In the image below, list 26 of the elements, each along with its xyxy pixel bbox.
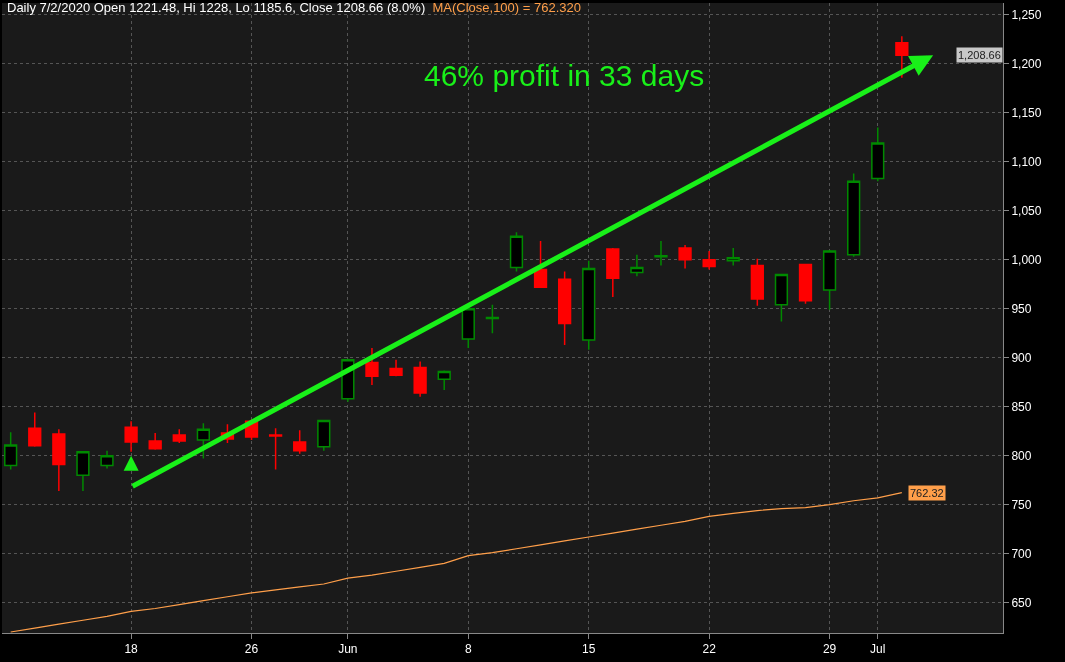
x-tick-label: 22 <box>702 642 717 657</box>
chart-title: Daily 7/2/2020 Open 1221.48, Hi 1228, Lo 1185.6, Close 1208.66 (8.0%) <box>7 0 426 16</box>
y-tick-label: 800 <box>1011 448 1032 463</box>
y-tick-label: 1,250 <box>1011 7 1042 22</box>
x-tick-label: 8 <box>464 642 472 657</box>
y-tick-label: 1,200 <box>1011 56 1042 71</box>
text: MA(Close,100) = 762.320 <box>432 0 581 16</box>
y-tick-label: 1,000 <box>1011 252 1042 267</box>
y-tick-label: 750 <box>1011 497 1032 512</box>
y-tick-label: 1,150 <box>1011 105 1042 120</box>
x-tick-label: Jun <box>338 642 358 657</box>
annotation: 46% profit in 33 days <box>424 59 705 92</box>
x-tick-label: 29 <box>822 642 837 657</box>
y-tick-label: 1,050 <box>1011 203 1042 218</box>
data-label: 762.32 <box>910 487 944 499</box>
y-tick-label: 1,100 <box>1011 154 1042 169</box>
x-tick-label: 18 <box>124 642 139 657</box>
x-tick-label: 26 <box>244 642 259 657</box>
y-tick-label: 650 <box>1011 595 1032 610</box>
y-tick-label: 950 <box>1011 301 1032 316</box>
x-tick-label: Jul <box>870 642 886 657</box>
y-tick-label: 900 <box>1011 350 1032 365</box>
y-tick-label: 850 <box>1011 399 1032 414</box>
y-tick-label: 700 <box>1011 546 1032 561</box>
text: 1,208.66 <box>958 49 1001 61</box>
x-tick-label: 15 <box>582 642 596 657</box>
